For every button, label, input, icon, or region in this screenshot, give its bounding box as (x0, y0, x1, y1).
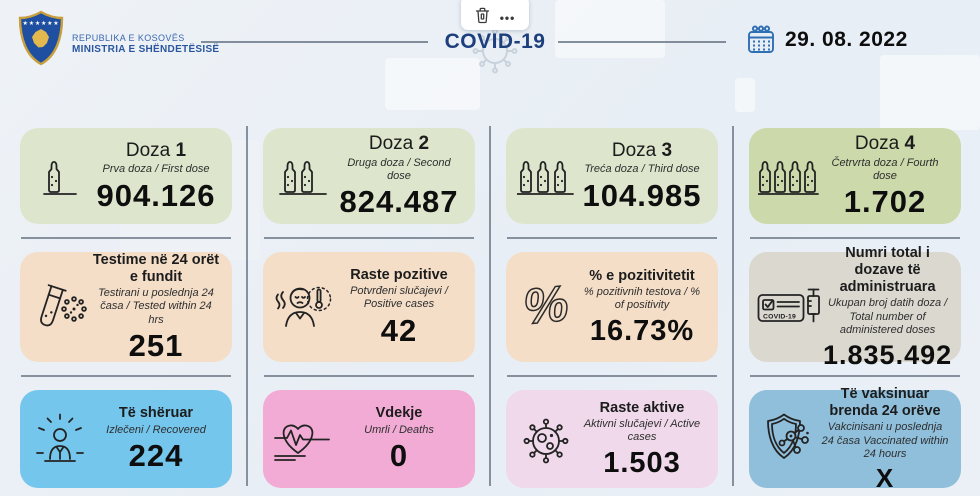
header-divider-left (201, 41, 428, 43)
ampoule-icon (514, 155, 578, 197)
republic-label: REPUBLIKA E KOSOVËS (72, 33, 185, 44)
row-separator (750, 237, 960, 239)
card-value: 224 (128, 437, 184, 473)
card-title: Doza 1 (125, 139, 187, 161)
card-subtitle: Potvrđeni slučajevi / Positive cases (350, 284, 448, 311)
column-separator (246, 126, 248, 486)
card-subtitle: Četrvrta doza / Fourth dose (831, 156, 939, 182)
calendar-icon (748, 25, 774, 53)
card-subtitle: Prva doza / First dose (102, 163, 210, 176)
card-title: Doza 3 (611, 139, 673, 161)
card-subtitle: Aktivni slučajevi / Active cases (583, 417, 701, 444)
background-decoration (735, 78, 755, 112)
row-separator (507, 237, 717, 239)
card-deaths: Vdekje Umrli / Deaths 0 (263, 390, 475, 488)
card-title: Doza 2 (368, 133, 430, 155)
card-value: 1.503 (603, 446, 681, 479)
card-title: Vdekje (375, 405, 423, 422)
card-dose-4: Doza 4 Četrvrta doza / Fourth dose 1.702 (749, 128, 961, 224)
card-value: X (875, 462, 895, 493)
row-separator (264, 375, 474, 377)
card-vaccinated-24h: Të vaksinuar brenda 24 orëve Vakcinisani… (749, 386, 961, 491)
kosovo-emblem-icon: ★★★★★★ (18, 10, 64, 66)
trash-icon (475, 7, 489, 24)
svg-text:%: % (521, 279, 571, 335)
card-dose-1: Doza 1 Prva doza / First dose 904.126 (20, 128, 232, 224)
virus-watermark-icon (468, 24, 522, 78)
card-dose-3: Doza 3 Treća doza / Third dose 104.985 (506, 128, 718, 224)
background-decoration (880, 55, 980, 130)
card-title: Të vaksinuar brenda 24 orëve (829, 386, 941, 420)
svg-text:COVID-19: COVID-19 (763, 314, 796, 321)
header-divider-right (558, 41, 726, 43)
page-title: COVID-19 (444, 30, 546, 53)
card-value: 904.126 (96, 177, 216, 213)
card-title: Raste aktive (599, 399, 685, 416)
card-active-cases: Raste aktive Aktivni slučajevi / Active … (506, 390, 718, 488)
date-value: 29. 08. 2022 (785, 28, 908, 51)
card-subtitle: Treća doza / Third dose (584, 163, 700, 176)
card-title: % e pozitivitetit (589, 267, 695, 284)
card-title: Numri total i dozave të administruara (839, 245, 936, 296)
card-subtitle: % pozitivnih testova / % of positivity (583, 285, 701, 312)
card-subtitle: Ukupan broj datih doza / Total number of… (827, 297, 948, 337)
vaccination-card-syringe-icon: COVID-19 (757, 282, 823, 332)
ampoule-icon (28, 155, 92, 197)
card-title: Doza 4 (854, 133, 916, 155)
column-separator (489, 126, 491, 486)
background-decoration (555, 0, 665, 58)
ampoule-icon (271, 155, 335, 197)
sick-person-icon (271, 281, 335, 333)
row-separator (21, 237, 231, 239)
heart-pulse-icon (271, 415, 335, 463)
row-separator (264, 237, 474, 239)
card-value: 251 (128, 327, 184, 363)
ministry-label: MINISTRIA E SHËNDETËSISË (72, 44, 220, 56)
ministry-logo: ★★★★★★ REPUBLIKA E KOSOVËS MINISTRIA E S… (18, 10, 219, 66)
recovered-person-icon (28, 413, 92, 465)
card-dose-2: Doza 2 Druga doza / Second dose 824.487 (263, 128, 475, 224)
report-date: 29. 08. 2022 (746, 25, 908, 55)
header: ★★★★★★ REPUBLIKA E KOSOVËS MINISTRIA E S… (0, 0, 980, 112)
percent-icon: % (514, 279, 578, 335)
card-positive-cases: Raste pozitive Potvrđeni slučajevi / Pos… (263, 252, 475, 362)
row-separator (507, 375, 717, 377)
card-tests-24h: Testime në 24 orët e fundit Testirani u … (20, 252, 232, 362)
card-value: 1.702 (843, 184, 927, 220)
background-decoration (385, 58, 480, 110)
card-value: 824.487 (339, 184, 459, 220)
column-separator (732, 126, 734, 486)
card-recovered: Të shëruar Izlečeni / Recovered 224 (20, 390, 232, 488)
card-subtitle: Vakcinisani u poslednja 24 časa Vaccinat… (821, 421, 949, 461)
trash-button[interactable] (475, 7, 490, 24)
card-subtitle: Testirani u poslednja 24 časa / Tested w… (98, 286, 214, 326)
card-subtitle: Izlečeni / Recovered (106, 423, 206, 436)
test-tube-virus-icon (28, 281, 92, 333)
row-separator (750, 375, 960, 377)
image-toolbar: ••• (461, 0, 529, 30)
page-title-block: COVID-19 (428, 28, 562, 74)
card-subtitle: Umrli / Deaths (364, 423, 434, 436)
card-value: 1.835.492 (823, 339, 953, 370)
more-button[interactable]: ••• (499, 11, 516, 25)
shield-virus-icon (757, 412, 821, 466)
card-title: Raste pozitive (350, 266, 448, 283)
card-title: Të shëruar (118, 405, 194, 422)
card-total-doses: COVID-19 Numri total i dozave të adminis… (749, 245, 961, 369)
card-value: 16.73% (589, 314, 695, 347)
svg-text:★★★★★★: ★★★★★★ (23, 20, 60, 27)
card-value: 42 (380, 312, 418, 348)
card-subtitle: Druga doza / Second dose (347, 156, 451, 182)
card-positivity-rate: % % e pozitivitetit % pozitivnih testova… (506, 252, 718, 362)
card-value: 104.985 (582, 177, 702, 213)
stats-board: Doza 1 Prva doza / First dose 904.126 Do… (0, 112, 980, 496)
card-title: Testime në 24 orët e fundit (92, 251, 220, 285)
row-separator (21, 375, 231, 377)
card-value: 0 (389, 437, 409, 473)
ampoule-icon (757, 155, 821, 197)
virus-icon (514, 412, 578, 466)
